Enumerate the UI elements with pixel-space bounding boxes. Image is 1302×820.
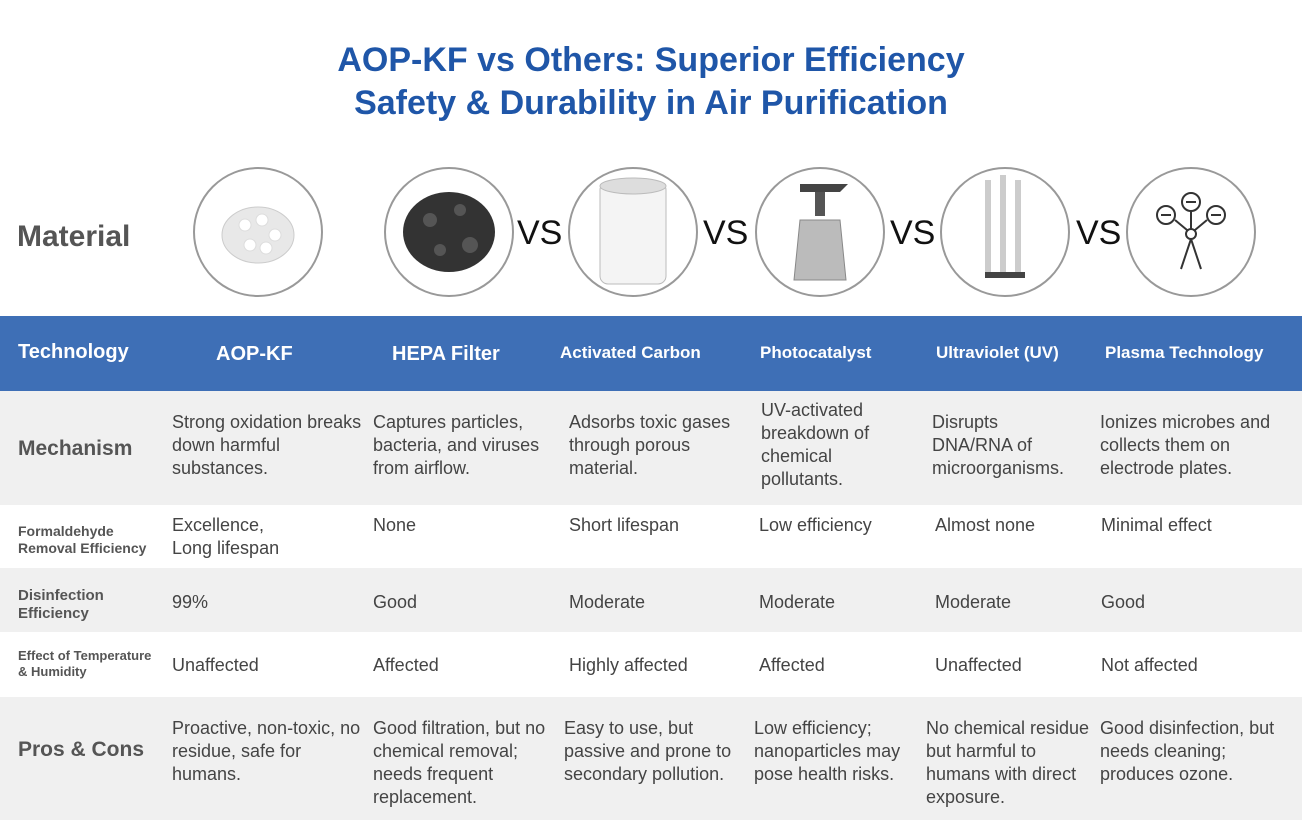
- material-label: Material: [17, 220, 131, 253]
- row-band: [0, 505, 1302, 568]
- vs-label: VS: [1076, 214, 1122, 252]
- table-cell: Minimal effect: [1101, 515, 1212, 535]
- table-cell: Easy to use, but passive and prone to se…: [564, 718, 732, 784]
- title-line: AOP-KF vs Others: Superior Efficiency: [337, 41, 965, 79]
- table-cell: Strong oxidation breaks down harmful sub…: [172, 412, 362, 478]
- row-label: Mechanism: [18, 437, 133, 460]
- table-cell: Excellence, Long lifespan: [172, 515, 280, 558]
- table-cell: Good filtration, but no chemical removal…: [373, 718, 546, 807]
- header-cell: Plasma Technology: [1105, 343, 1264, 362]
- table-cell: Good: [373, 592, 418, 612]
- table-cell: Short lifespan: [569, 515, 680, 535]
- row-label: Disinfection Efficiency: [18, 587, 104, 622]
- table-cell: Unaffected: [172, 655, 259, 675]
- row-band: [0, 632, 1302, 697]
- table-cell: Moderate: [759, 592, 836, 612]
- row-label: Effect of Temperature & Humidity: [18, 648, 152, 679]
- table-cell: Not affected: [1101, 655, 1198, 675]
- table-cell: Moderate: [935, 592, 1012, 612]
- table-cell: Almost none: [935, 515, 1036, 535]
- table-cell: UV-activated breakdown of chemical pollu…: [761, 400, 870, 489]
- header-cell: Technology: [18, 341, 129, 363]
- table-cell: No chemical residue but harmful to human…: [926, 718, 1090, 807]
- table-cell: None: [373, 515, 417, 535]
- row-band: [0, 568, 1302, 632]
- table-cell: Low efficiency; nanoparticles may pose h…: [754, 718, 901, 784]
- table-cell: Highly affected: [569, 655, 688, 675]
- table-cell: Affected: [759, 655, 825, 675]
- table-cell: Good: [1101, 592, 1146, 612]
- table-cell: Affected: [373, 655, 439, 675]
- header-band: [0, 316, 1302, 391]
- table-cell: Good disinfection, but needs cleaning; p…: [1100, 718, 1275, 784]
- header-cell: Ultraviolet (UV): [936, 343, 1059, 362]
- table-cell: Low efficiency: [759, 515, 872, 535]
- row-band: [0, 391, 1302, 505]
- table-cell: 99%: [172, 592, 209, 612]
- table-cell: Unaffected: [935, 655, 1022, 675]
- table-cell: Moderate: [569, 592, 646, 612]
- header-cell: Photocatalyst: [760, 343, 872, 362]
- table-cell: Disrupts DNA/RNA of microorganisms.: [932, 412, 1065, 478]
- table-cell: Proactive, non-toxic, no residue, safe f…: [172, 718, 361, 784]
- vs-label: VS: [890, 214, 936, 252]
- table-cell: Ionizes microbes and collects them on el…: [1100, 412, 1271, 478]
- row-band: [0, 697, 1302, 820]
- header-cell: Activated Carbon: [560, 343, 701, 362]
- row-label: Formaldehyde Removal Efficiency: [18, 523, 147, 556]
- vs-label: VS: [517, 214, 563, 252]
- title-line: Safety & Durability in Air Purification: [354, 84, 948, 122]
- table-cell: Adsorbs toxic gases through porous mater…: [569, 412, 731, 478]
- table-cell: Captures particles, bacteria, and viruse…: [373, 412, 540, 478]
- header-cell: AOP-KF: [216, 343, 293, 365]
- row-label: Pros & Cons: [18, 738, 145, 761]
- header-cell: HEPA Filter: [392, 343, 500, 365]
- vs-label: VS: [703, 214, 749, 252]
- material-images: [193, 167, 1256, 297]
